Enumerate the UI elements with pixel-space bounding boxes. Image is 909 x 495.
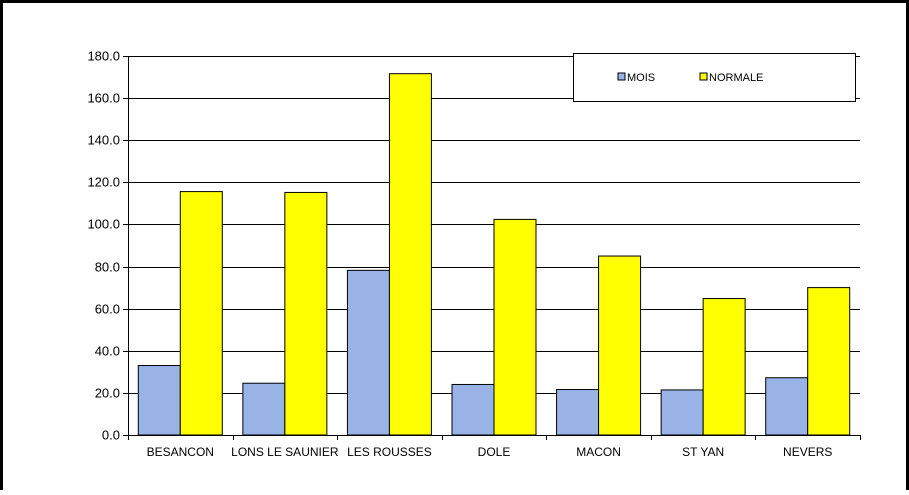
bar-normale [284,191,328,436]
y-tick-label: 40.0 [95,344,120,359]
bar-chart: 0.0 20.0 40.0 60.0 80.0 100.0 120.0 140.0 160.0 1… [87,49,861,459]
bar-mois [556,389,600,436]
bar-mois [451,383,495,436]
y-tick-label: 0.0 [102,428,120,443]
y-tick-label: 120.0 [87,175,120,190]
x-tick-label: ST YAN [682,445,724,459]
bar-mois [765,377,809,436]
x-tick-label: MACON [576,445,621,459]
x-tick-label: NEVERS [783,445,832,459]
bar-normale [388,73,432,436]
bar-normale [598,255,642,436]
y-tick-label: 180.0 [87,49,120,64]
bar-normale [702,298,746,436]
y-tick-label: 160.0 [87,91,120,106]
y-tick-label: 80.0 [95,260,120,275]
bar-normale [807,287,851,436]
x-tick-label: LES ROUSSES [347,445,432,459]
bar-normale [179,191,223,436]
bar-mois [346,269,390,436]
bars [137,73,851,436]
bar-mois [242,382,286,436]
x-axis: BESANCON LONS LE SAUNIER LES ROUSSES DOLE MA… [128,435,861,459]
legend-swatch-mois [617,72,626,81]
legend-label-normale: NORMALE [709,72,763,84]
y-tick-label: 100.0 [87,217,120,232]
y-axis: 0.0 20.0 40.0 60.0 80.0 100.0 120.0 140.0 160.0 1… [87,49,129,443]
x-tick-label: BESANCON [147,445,214,459]
y-tick-label: 20.0 [95,386,120,401]
y-tick-label: 60.0 [95,302,120,317]
x-tick-label: DOLE [478,445,511,459]
legend-label-mois: MOIS [627,72,655,84]
y-tick-label: 140.0 [87,133,120,148]
bar-mois [137,365,181,436]
x-tick-label: LONS LE SAUNIER [231,445,339,459]
bar-normale [493,218,537,436]
chart-legend: MOIS NORMALE [573,53,856,102]
legend-swatch-normale [699,72,708,81]
bar-mois [660,389,704,436]
